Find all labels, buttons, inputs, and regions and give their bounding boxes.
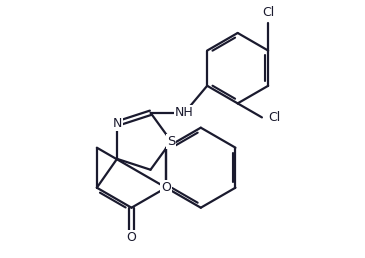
Text: NH: NH [175,106,194,119]
Text: Cl: Cl [268,111,280,124]
Text: S: S [167,135,176,148]
Text: N: N [112,117,122,130]
Text: Cl: Cl [262,6,274,19]
Text: O: O [127,231,137,244]
Text: O: O [161,181,171,194]
